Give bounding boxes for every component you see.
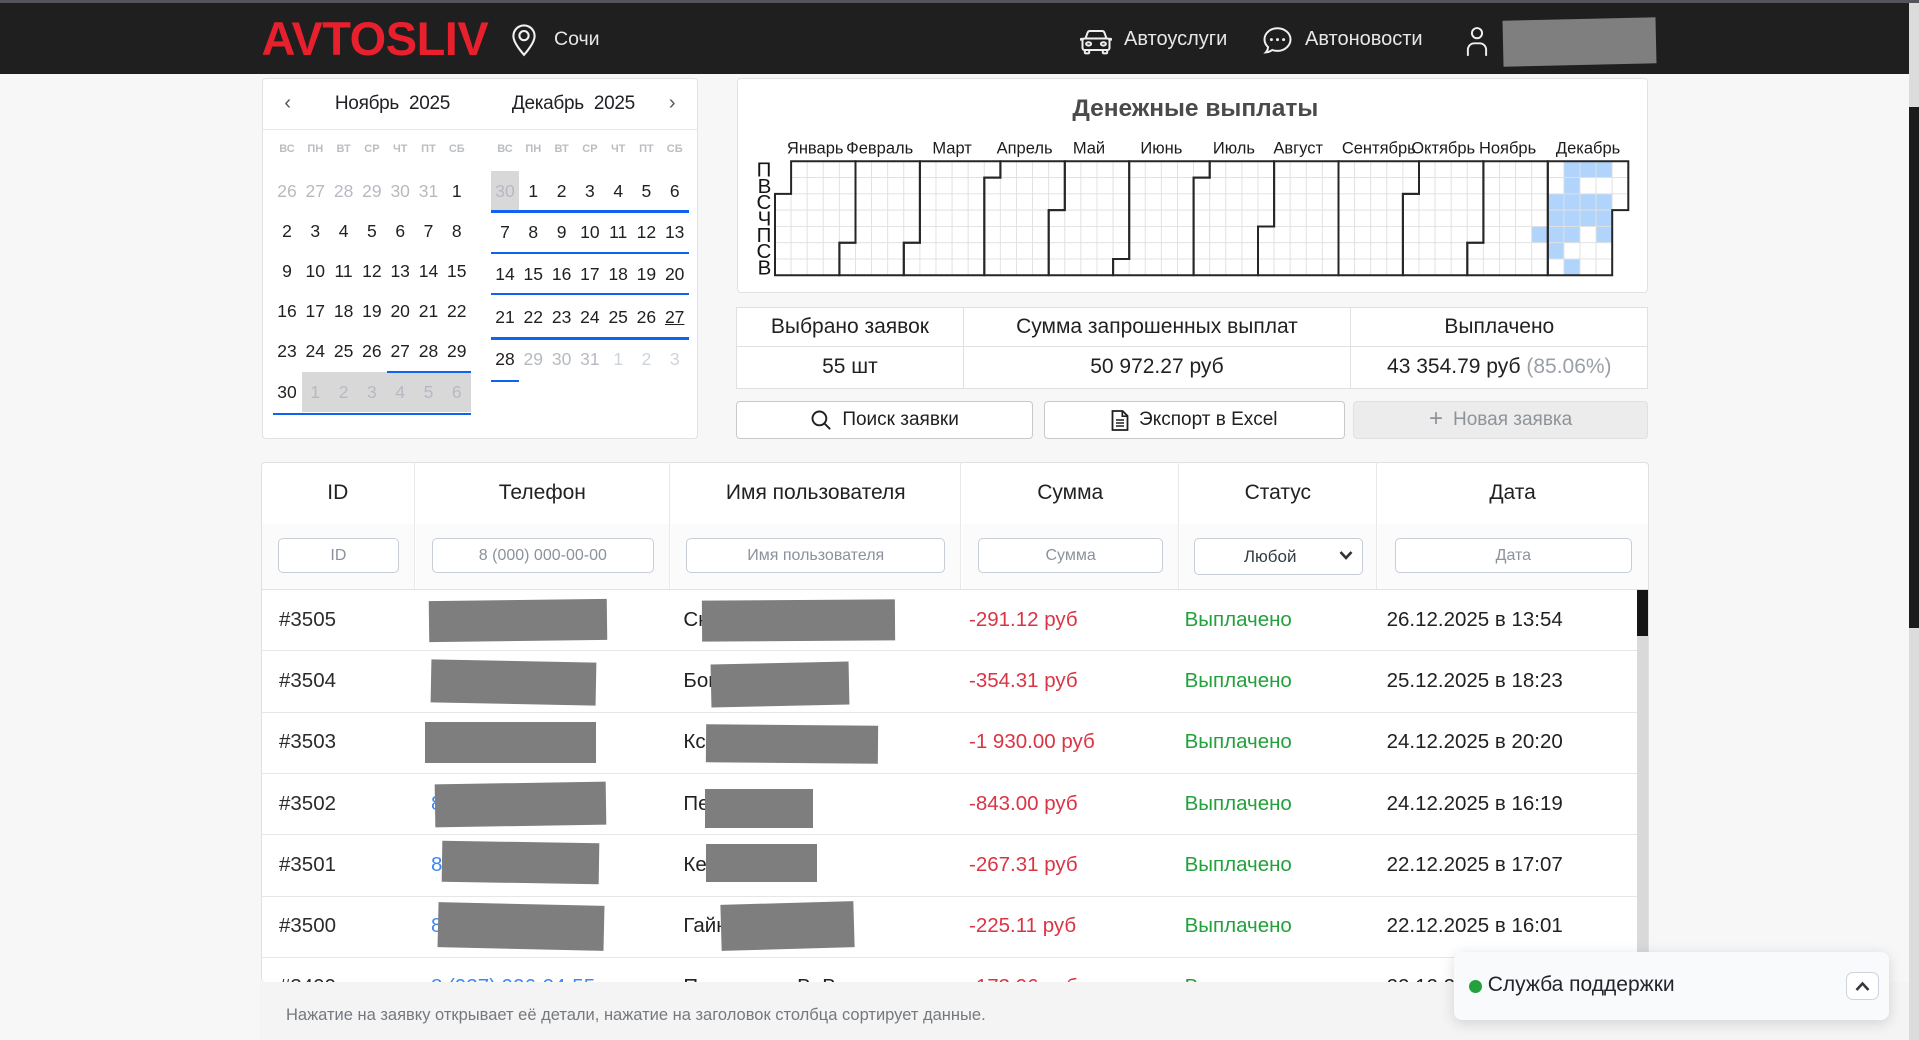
svg-text:Октябрь: Октябрь — [1411, 139, 1475, 157]
svg-text:Ноябрь: Ноябрь — [1479, 139, 1536, 157]
svg-text:Денежные выплаты: Денежные выплаты — [1073, 95, 1319, 122]
svg-text:В: В — [758, 175, 772, 198]
svg-text:С: С — [757, 191, 772, 214]
svg-text:П: П — [757, 158, 772, 181]
svg-text:Август: Август — [1274, 139, 1324, 157]
svg-text:Май: Май — [1073, 139, 1105, 157]
svg-text:С: С — [757, 240, 772, 263]
svg-text:Март: Март — [933, 139, 973, 157]
svg-text:Апрель: Апрель — [997, 139, 1053, 157]
svg-text:Декабрь: Декабрь — [1556, 139, 1620, 157]
svg-text:П: П — [757, 223, 772, 246]
svg-text:Январь: Январь — [787, 139, 844, 157]
svg-text:Февраль: Февраль — [846, 139, 913, 157]
svg-text:Сентябрь: Сентябрь — [1342, 139, 1416, 157]
svg-text:Июль: Июль — [1213, 139, 1255, 157]
svg-text:Ч: Ч — [758, 207, 772, 230]
svg-text:В: В — [758, 256, 772, 279]
svg-text:Июнь: Июнь — [1141, 139, 1183, 157]
